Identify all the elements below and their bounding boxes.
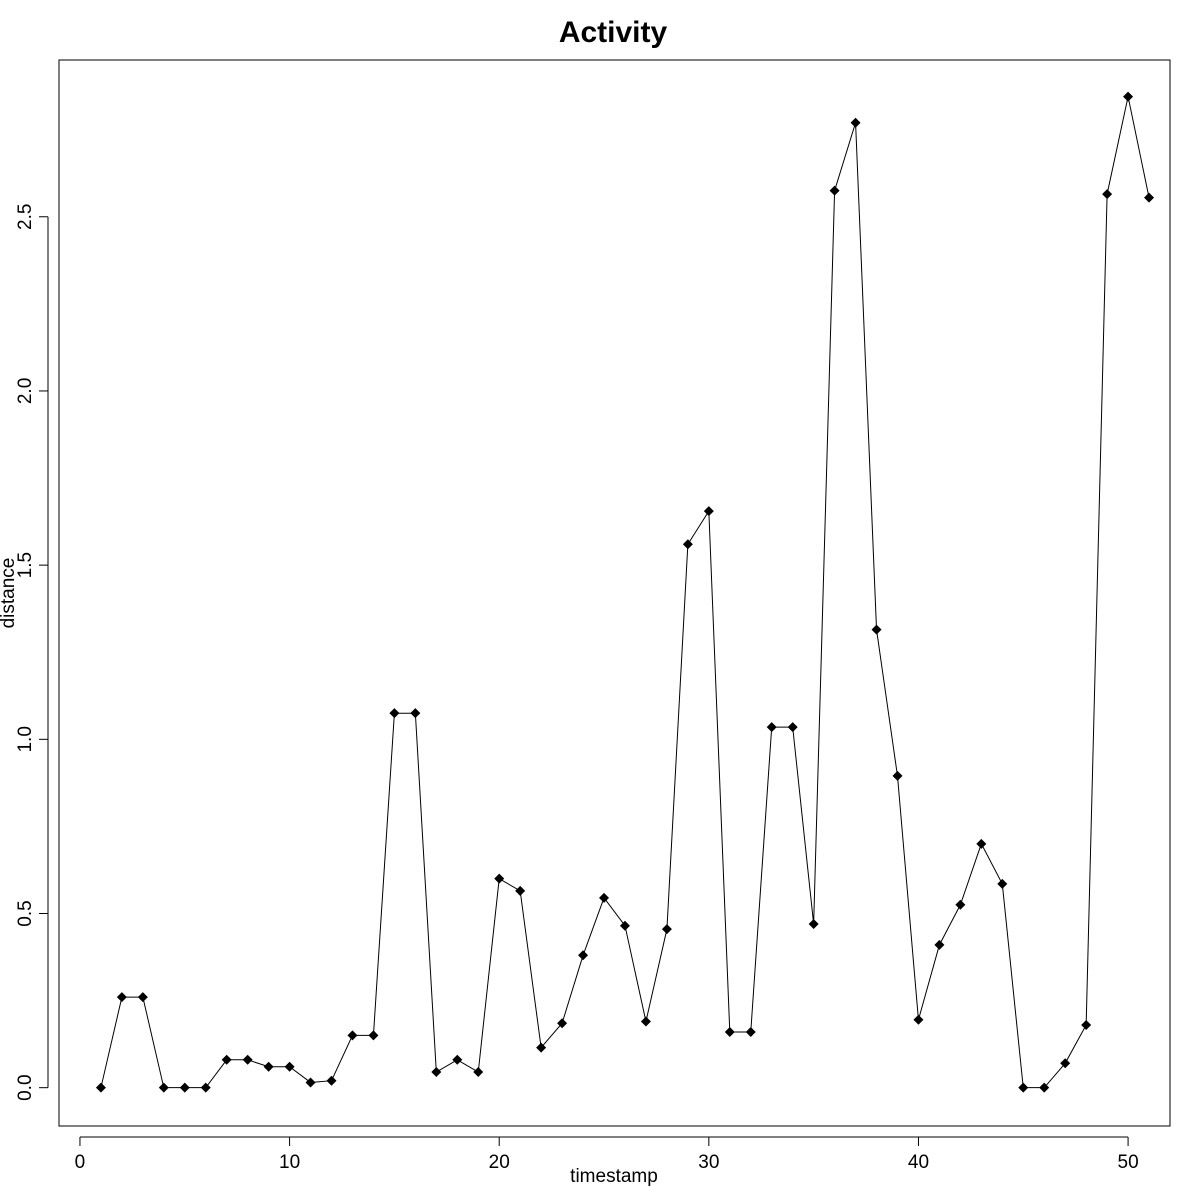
data-point <box>557 1018 568 1029</box>
data-point <box>913 1014 924 1025</box>
data-point <box>95 1082 106 1093</box>
data-point <box>137 992 148 1003</box>
data-point <box>347 1030 358 1041</box>
data-point <box>1123 91 1134 102</box>
y-tick-label: 0.0 <box>15 1074 36 1100</box>
data-point <box>305 1077 316 1088</box>
x-tick-label: 0 <box>75 1152 86 1173</box>
data-point <box>787 722 798 733</box>
data-point <box>494 873 505 884</box>
data-point <box>536 1042 547 1053</box>
data-point <box>955 899 966 910</box>
data-point <box>515 885 526 896</box>
data-point <box>158 1082 169 1093</box>
data-point <box>368 1030 379 1041</box>
data-point <box>745 1026 756 1037</box>
data-point <box>997 878 1008 889</box>
series-line <box>100 96 1150 1089</box>
chart-title: Activity <box>559 16 668 49</box>
x-tick-label: 10 <box>279 1152 300 1173</box>
series-distance <box>95 91 1155 1093</box>
data-point <box>179 1082 190 1093</box>
y-axis-label: distance <box>0 558 19 629</box>
data-point <box>1144 192 1155 203</box>
data-point <box>263 1061 274 1072</box>
data-point <box>284 1061 295 1072</box>
y-tick-label: 1.0 <box>15 726 36 752</box>
data-point <box>200 1082 211 1093</box>
data-point <box>242 1054 253 1065</box>
data-point <box>599 892 610 903</box>
data-point <box>619 920 630 931</box>
data-point <box>766 722 777 733</box>
data-point <box>452 1054 463 1065</box>
data-point <box>829 185 840 196</box>
data-point <box>473 1067 484 1078</box>
data-point <box>326 1075 337 1086</box>
data-point <box>431 1067 442 1078</box>
data-point <box>934 939 945 950</box>
y-tick-label: 2.5 <box>15 204 36 230</box>
x-tick-label: 20 <box>489 1152 510 1173</box>
data-point <box>871 624 882 635</box>
data-point <box>1102 189 1113 200</box>
data-point <box>221 1054 232 1065</box>
x-tick-label: 30 <box>698 1152 719 1173</box>
y-tick-label: 1.5 <box>15 552 36 578</box>
data-point <box>1081 1019 1092 1030</box>
y-tick-label: 0.5 <box>15 900 36 926</box>
data-point <box>661 924 672 935</box>
data-point <box>808 918 819 929</box>
data-point <box>976 838 987 849</box>
data-point <box>410 708 421 719</box>
data-point <box>116 992 127 1003</box>
x-tick-label: 50 <box>1118 1152 1139 1173</box>
x-axis: 0 10 20 30 40 50 <box>75 1136 1139 1173</box>
data-point <box>724 1026 735 1037</box>
data-point <box>682 539 693 550</box>
data-point <box>850 117 861 128</box>
data-point <box>389 708 400 719</box>
plot-frame <box>58 59 1171 1127</box>
data-point <box>892 770 903 781</box>
data-point <box>578 950 589 961</box>
data-point <box>1060 1058 1071 1069</box>
data-point <box>703 506 714 517</box>
y-tick-label: 2.0 <box>15 378 36 404</box>
y-axis: 0.0 0.5 1.0 1.5 2.0 2.5 <box>15 204 49 1101</box>
data-point <box>1039 1082 1050 1093</box>
x-tick-label: 40 <box>908 1152 929 1173</box>
data-point <box>640 1016 651 1027</box>
x-axis-label: timestamp <box>570 1166 658 1187</box>
data-point <box>1018 1082 1029 1093</box>
